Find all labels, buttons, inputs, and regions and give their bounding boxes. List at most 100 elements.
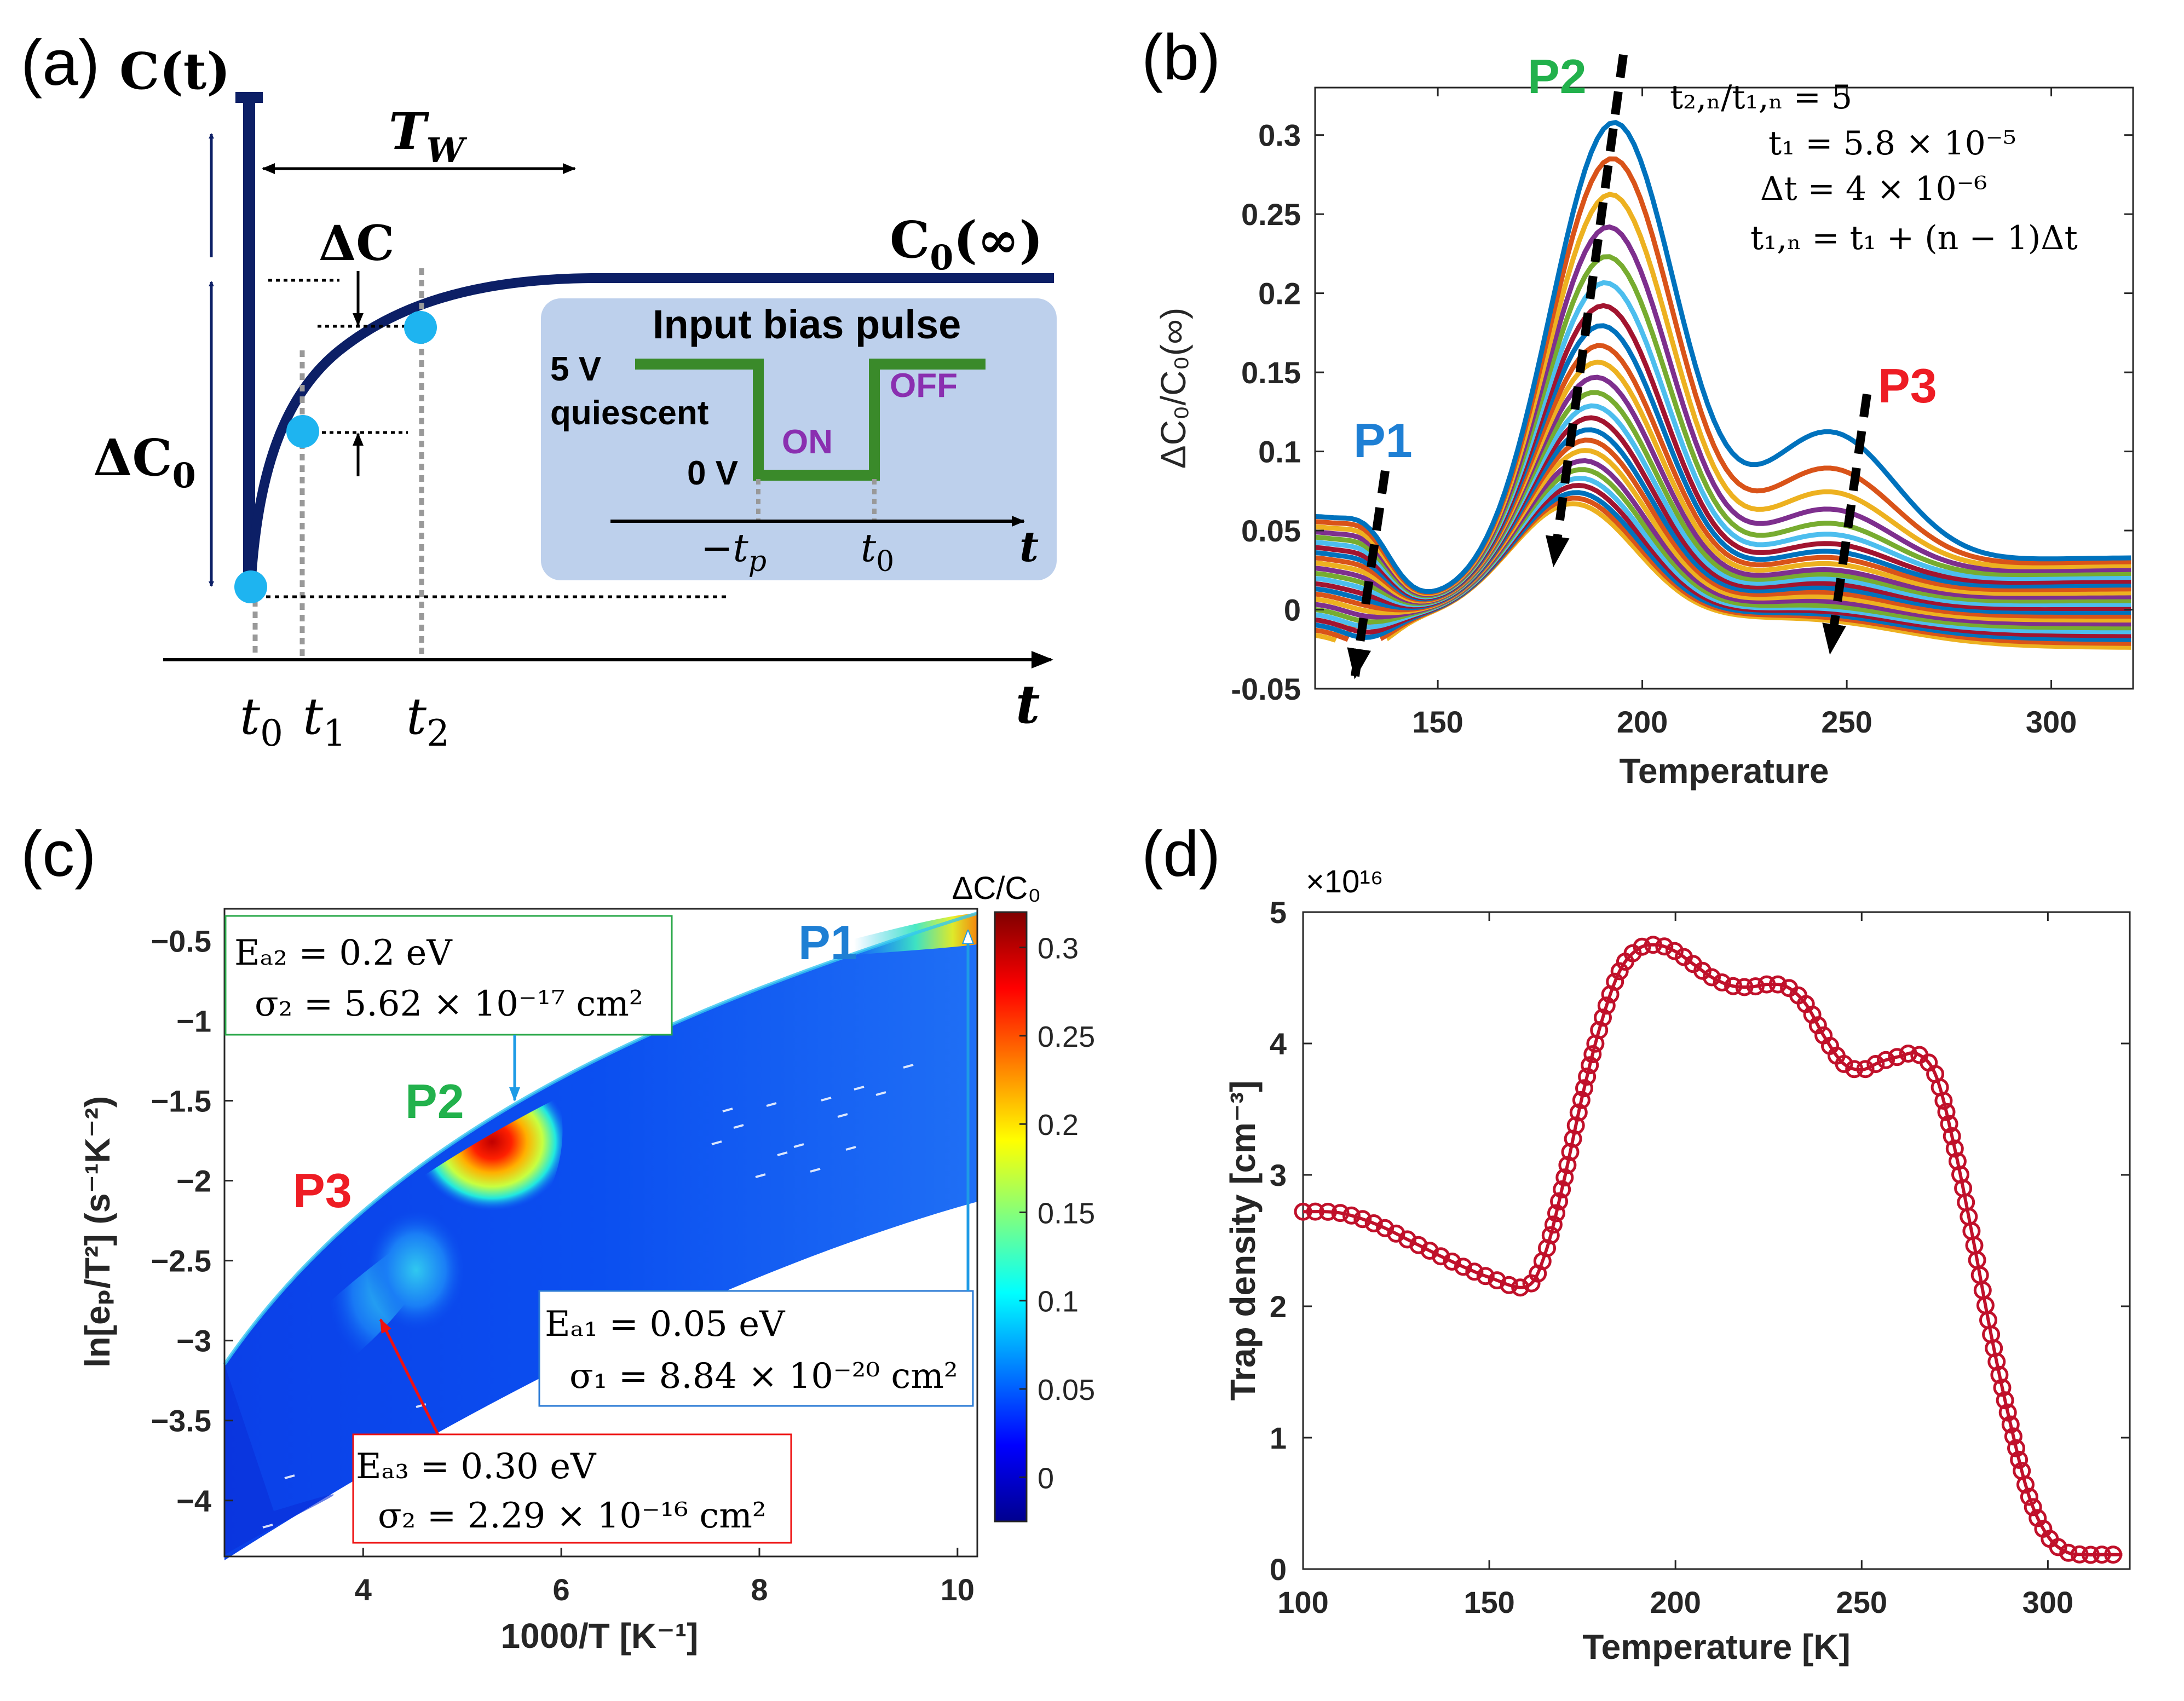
heatmap-speck (733, 1124, 744, 1129)
trap-density-marker (1724, 977, 1743, 995)
panel-d-exponent: ×10¹⁶ (1306, 864, 1384, 899)
trap-density-marker (1553, 1180, 1571, 1198)
inset-off: OFF (890, 367, 958, 405)
inset-5v: 5 V (550, 350, 601, 388)
capacitance-top-cap (235, 92, 263, 103)
trap-density-marker (2020, 1487, 2038, 1506)
trap-density-marker (1866, 1055, 1885, 1073)
trap-density-marker (1644, 936, 1662, 954)
trap-density-marker (1590, 1021, 1609, 1040)
b-ytick-label: 0.2 (1258, 276, 1301, 311)
trap-density-marker (1703, 968, 1721, 987)
trap-density-marker (2082, 1546, 2100, 1564)
trap-density-marker (2070, 1545, 2089, 1564)
c-t-label: C(t) (119, 42, 230, 101)
delta-c0-label: ΔC0 (93, 428, 196, 495)
trap-density-marker (1597, 996, 1616, 1015)
pulse-waveform (635, 359, 986, 481)
panel-a: (a) C(t) TW ΔC ΔC0 C0(∞) (21, 27, 1057, 754)
trap-density-marker (2007, 1439, 2025, 1457)
panel-a-label: (a) (21, 27, 100, 99)
trap-density-marker (1558, 1156, 1577, 1174)
trap-density-marker (2093, 1546, 2111, 1564)
trap-density-marker (1998, 1403, 2017, 1422)
c-xtick-label: 10 (941, 1572, 975, 1607)
dlts-series-4 (1315, 224, 2131, 597)
heatmap-speck (810, 1168, 821, 1173)
trap-density-marker (1572, 1091, 1591, 1109)
trap-density-marker (1331, 1204, 1350, 1223)
trap-density-marker (1353, 1210, 1372, 1229)
point-t2 (404, 311, 437, 344)
panel-b-xlabel: Temperature (1620, 751, 1829, 791)
trap-density-marker (1934, 1092, 1953, 1110)
heatmap-p3-spot (367, 1210, 465, 1330)
trap-density-marker (1877, 1051, 1895, 1069)
panel-b-label: (b) (1142, 21, 1220, 94)
d-ytick-label: 5 (1270, 895, 1287, 930)
trap-density-marker (1578, 1068, 1597, 1086)
trap-density-marker (1845, 1060, 1864, 1079)
heatmap-speck (821, 1097, 832, 1102)
heatmap-speck (722, 1108, 733, 1112)
b-ytick-label: 0.15 (1241, 355, 1301, 390)
inset-tp-label: −tp (701, 526, 767, 578)
panel-c-xlabel: 1000/T [K⁻¹] (501, 1616, 699, 1656)
trap-density-marker (2004, 1427, 2022, 1446)
trap-density-marker (1476, 1267, 1495, 1285)
d-xtick-label: 100 (1277, 1585, 1328, 1619)
cbar-tick-label: 0.25 (1038, 1020, 1095, 1053)
trap-density-marker (2104, 1546, 2123, 1564)
trap-density-marker (1990, 1365, 2009, 1384)
p3-label-b: P3 (1878, 359, 1937, 413)
b-ytick-label: 0.25 (1241, 197, 1301, 232)
p2-label-c: P2 (405, 1074, 464, 1128)
trap-density-marker (2001, 1415, 2020, 1434)
trap-density-marker (1768, 975, 1787, 994)
heatmap-upper-edge (223, 912, 978, 1365)
trap-density-marker (1655, 937, 1674, 956)
heatmap-speck (262, 1524, 273, 1529)
c-xtick-label: 4 (355, 1572, 372, 1607)
trap-density-marker (1856, 1060, 1875, 1079)
p2-trend-arrow (1545, 54, 1628, 567)
trap-density-marker (1945, 1139, 1964, 1158)
trap-density-marker (1306, 1202, 1324, 1221)
trap-density-marker (2059, 1543, 2078, 1562)
c-ytick-label: −4 (176, 1484, 211, 1518)
inset-0v: 0 V (687, 454, 738, 492)
c-ytick-label: −2.5 (151, 1244, 211, 1278)
heatmap-speck (755, 1173, 766, 1178)
d-ytick-label: 3 (1270, 1158, 1287, 1192)
heatmap-band-lower (224, 1364, 334, 1555)
trap-density-marker (1583, 1045, 1602, 1064)
c-ytick-label: −1.5 (151, 1084, 211, 1118)
d-xtick-label: 300 (2022, 1585, 2073, 1619)
cbar-tick-label: 0 (1038, 1462, 1054, 1495)
heatmap-band (224, 913, 977, 1560)
heatmap-speck (875, 1091, 886, 1096)
trap-density-marker (1606, 972, 1624, 991)
tw-label: TW (389, 102, 467, 170)
cbar-tick-label: 0.1 (1038, 1285, 1079, 1318)
point-t1 (286, 415, 319, 448)
time-axis-label: t (1016, 673, 1040, 735)
trap-density-marker (1735, 978, 1754, 996)
c-ytick-label: −0.5 (151, 924, 211, 958)
b-ytick-label: 0.1 (1258, 435, 1301, 469)
d-xtick-label: 200 (1650, 1585, 1701, 1619)
trap-density-marker (1566, 1116, 1585, 1135)
trap-density-marker (1342, 1206, 1361, 1225)
b-ytick-label: 0.05 (1241, 514, 1301, 548)
trap-density-marker (1454, 1258, 1472, 1276)
inset-t0-label: t0 (861, 526, 894, 578)
trap-density-marker (1550, 1192, 1569, 1210)
trap-density-marker (1808, 1016, 1827, 1035)
annotation-box-p3 (352, 1433, 792, 1544)
panel-c-ylabel: ln[eₚ/T²] (s⁻¹K⁻²) (78, 1096, 117, 1368)
trap-density-marker (1465, 1262, 1484, 1281)
trap-density-marker (1547, 1204, 1565, 1223)
c-ytick-label: −3.5 (151, 1404, 211, 1438)
cbar-tick-label: 0.2 (1038, 1109, 1079, 1141)
